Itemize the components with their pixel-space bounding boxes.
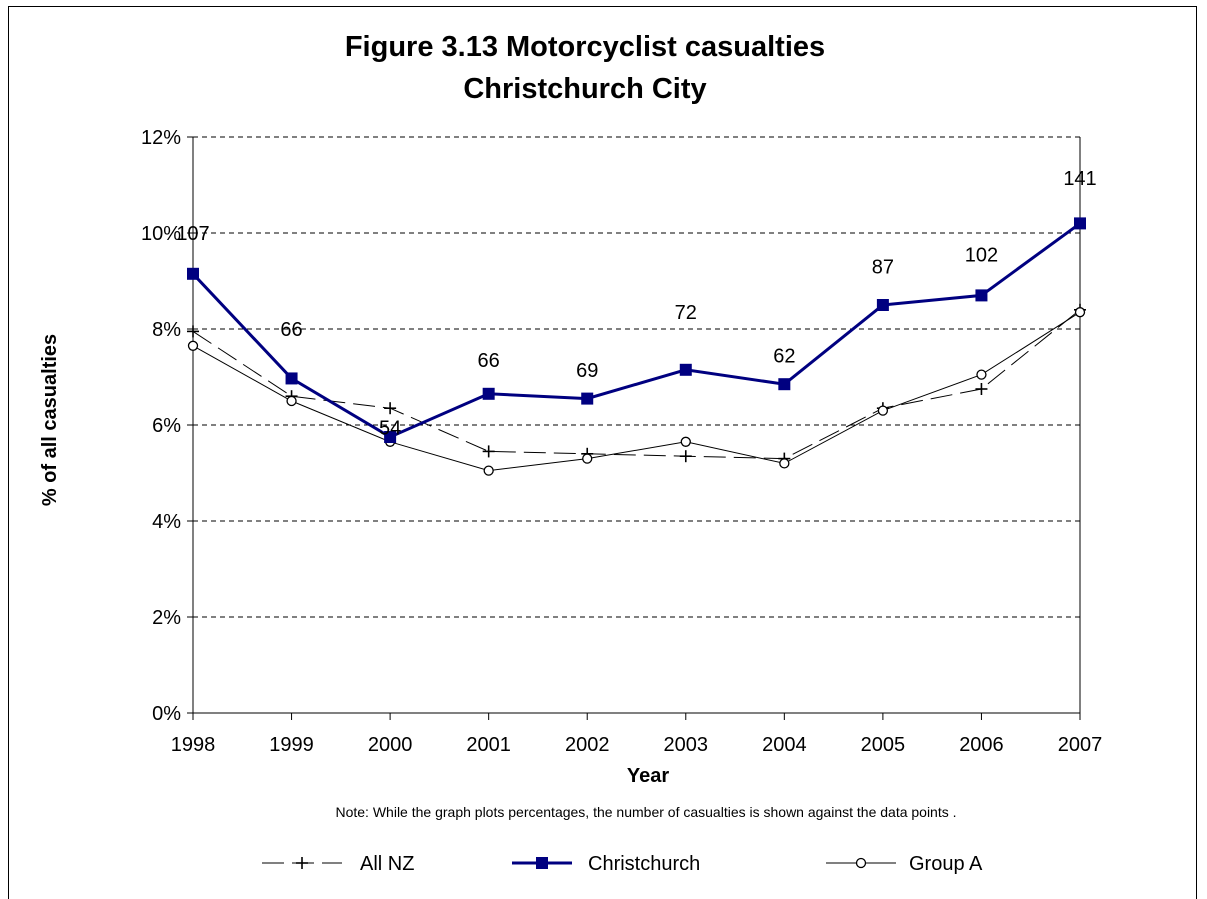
gridlines (187, 136, 1080, 714)
data-label: 69 (576, 360, 598, 382)
chart-title-line-1: Figure 3.13 Motorcyclist casualties (345, 31, 825, 63)
legend-item-group-a: Group A (826, 853, 983, 875)
plus-marker (482, 445, 495, 458)
x-tick-label: 2003 (664, 734, 709, 756)
legend-label: Group A (909, 853, 983, 875)
y-tick-label: 0% (152, 703, 181, 725)
x-axis-title: Year (627, 765, 669, 787)
circle-marker (976, 369, 987, 380)
x-tick-label: 2007 (1058, 734, 1103, 756)
y-tick-labels: 0% 2% 4% 6% 8% 10% 12% (141, 127, 181, 725)
series-group (187, 217, 1086, 476)
square-marker (975, 289, 988, 302)
plus-marker (296, 857, 308, 869)
square-marker (536, 857, 548, 869)
plus-marker (975, 383, 988, 395)
series-line (191, 222, 1081, 439)
legend-label: All NZ (360, 853, 414, 875)
data-label: 54 (379, 417, 401, 439)
square-marker (679, 363, 692, 376)
series-all-nz (187, 303, 1086, 465)
legend-label: Christchurch (588, 853, 700, 875)
plus-marker (187, 325, 199, 338)
square-marker (384, 431, 397, 443)
plus-marker (679, 450, 692, 463)
x-tick-labels: 1998 1999 2000 2001 2002 2003 2004 2005 2006 2007 (171, 734, 1103, 756)
square-marker (581, 392, 594, 405)
square-marker (482, 387, 495, 400)
series-line (192, 311, 1081, 472)
legend-item-all-nz: All NZ (262, 853, 414, 875)
y-tick-label: 10% (141, 223, 181, 245)
data-label: 141 (1063, 168, 1096, 190)
circle-marker (1074, 307, 1086, 318)
circle-marker (286, 395, 297, 407)
x-tick-label: 2000 (368, 734, 413, 756)
data-label: 62 (773, 345, 795, 367)
circle-marker (779, 458, 790, 469)
plus-marker (384, 402, 397, 415)
series-group-a (187, 307, 1086, 476)
square-marker (876, 299, 889, 311)
x-tick-label: 2006 (959, 734, 1004, 756)
square-marker (285, 372, 298, 385)
circle-marker (680, 436, 691, 447)
square-marker (1074, 217, 1086, 230)
y-tick-label: 2% (152, 607, 181, 629)
data-label: 102 (965, 245, 998, 267)
x-tick-label: 1998 (171, 734, 216, 756)
circle-marker (877, 405, 889, 416)
data-label: 66 (280, 319, 302, 341)
square-marker (778, 378, 791, 391)
legend-item-christchurch: Christchurch (512, 853, 700, 875)
chart-frame (8, 6, 1197, 899)
x-tick-label: 1999 (269, 734, 314, 756)
circle-marker (855, 857, 867, 869)
data-label: 107 (176, 223, 209, 245)
legend: All NZ Christchurch Group A (262, 853, 983, 875)
x-tick-label: 2004 (762, 734, 807, 756)
x-tick-label: 2005 (861, 734, 906, 756)
square-marker (187, 267, 199, 280)
data-label: 87 (872, 257, 894, 279)
data-labels: 107 66 54 66 69 72 62 87 102 141 (176, 168, 1096, 440)
chart-note: Note: While the graph plots percentages,… (335, 804, 956, 820)
data-label: 72 (675, 302, 697, 324)
circle-marker (582, 453, 593, 464)
x-tick-label: 2002 (565, 734, 610, 756)
y-tick-label: 4% (152, 511, 181, 533)
y-axis-title: % of all casualties (39, 334, 61, 506)
circle-marker (187, 340, 199, 351)
circle-marker (483, 465, 494, 476)
axes (192, 137, 1081, 720)
data-label: 66 (478, 350, 500, 372)
y-tick-label: 6% (152, 415, 181, 437)
y-tick-label: 8% (152, 319, 181, 341)
y-tick-label: 12% (141, 127, 181, 149)
series-christchurch (187, 217, 1086, 443)
chart-title-line-2: Christchurch City (463, 73, 706, 105)
series-line (192, 309, 1081, 460)
x-tick-label: 2001 (466, 734, 511, 756)
